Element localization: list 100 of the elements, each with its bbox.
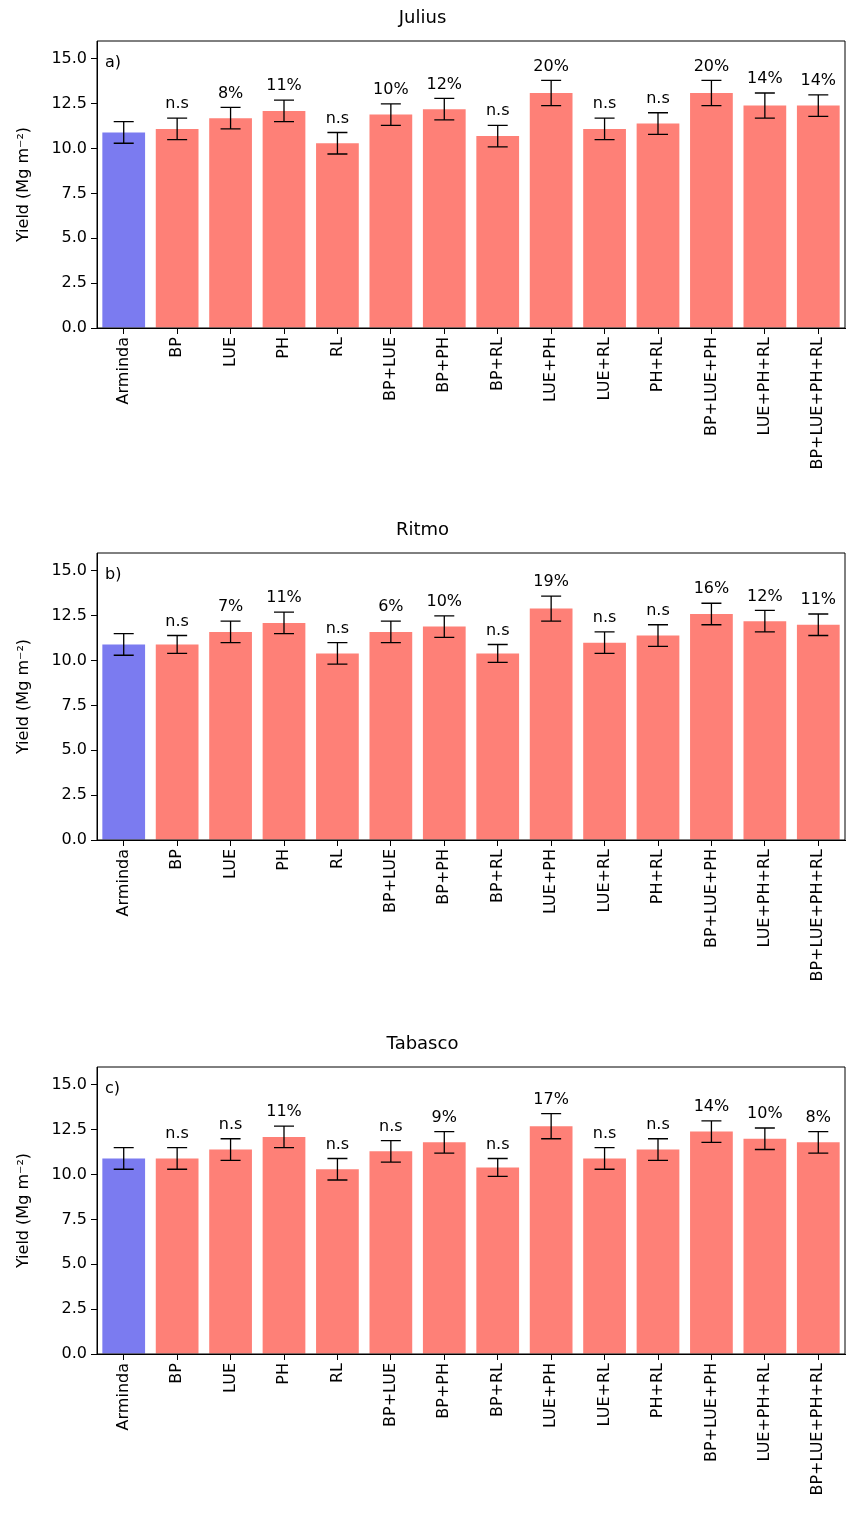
x-tick-label: RL <box>326 336 346 358</box>
bar <box>209 631 252 840</box>
annotation: b) <box>105 564 122 584</box>
y-tick-label: 0.0 <box>61 1343 87 1363</box>
y-tick-label: 5.0 <box>61 227 87 247</box>
annotation: 6% <box>378 596 404 616</box>
x-tick-label: BP+LUE+PH+RL <box>807 336 827 470</box>
annotation: 14% <box>693 1095 730 1115</box>
annotation: 11% <box>266 587 302 607</box>
bar <box>476 1167 520 1354</box>
annotation: n.s <box>165 1122 189 1142</box>
y-tick-label: 0.0 <box>61 317 87 337</box>
bar <box>636 635 680 840</box>
bar <box>316 143 359 328</box>
annotation: 12% <box>426 73 463 93</box>
annotation: n.s <box>485 100 510 120</box>
bar <box>529 608 573 840</box>
x-tick-label: LUE <box>219 849 239 879</box>
y-tick-label: 12.5 <box>51 604 87 624</box>
annotation: 19% <box>533 571 569 591</box>
y-tick-label: 2.5 <box>61 272 87 292</box>
y-tick-label: 10.0 <box>51 649 87 669</box>
x-tick-label: LUE+RL <box>593 336 613 401</box>
bar <box>102 1158 146 1354</box>
annotation: 20% <box>693 55 730 75</box>
x-tick-label: PH+RL <box>647 848 667 905</box>
x-tick-label: BP <box>166 336 186 358</box>
x-tick-label: BP+RL <box>486 848 506 904</box>
annotation: a) <box>105 52 122 72</box>
y-tick-label: 15.0 <box>51 48 87 68</box>
y-tick-label: 7.5 <box>61 694 87 714</box>
bar <box>155 1158 199 1354</box>
bar <box>743 105 787 328</box>
bar <box>690 93 733 328</box>
annotation: n.s <box>592 1122 617 1142</box>
x-tick-label: Arminda <box>112 337 132 405</box>
annotation: n.s <box>646 599 670 619</box>
x-tick-label: BP+LUE+PH+RL <box>807 1362 827 1496</box>
y-tick-label: 5.0 <box>61 739 87 759</box>
x-tick-label: LUE+PH <box>540 337 560 403</box>
annotation: 7% <box>217 596 244 616</box>
annotation: 16% <box>693 578 730 598</box>
bar <box>690 1131 733 1354</box>
annotation: n.s <box>592 607 617 627</box>
x-tick-label: LUE+PH+RL <box>754 1362 774 1462</box>
bar <box>369 114 413 328</box>
bar <box>743 1138 787 1354</box>
annotation: 12% <box>747 585 783 605</box>
x-tick-label: BP+LUE+PH <box>700 337 720 437</box>
y-axis-title: Yield (Mg m⁻²) <box>12 638 32 756</box>
bar <box>209 1149 252 1354</box>
annotation: 10% <box>747 1103 783 1123</box>
annotation: 9% <box>431 1106 457 1126</box>
x-tick-label: BP+LUE+PH <box>700 849 720 949</box>
x-tick-label: PH <box>273 849 293 871</box>
annotation: 10% <box>426 590 463 610</box>
annotation: 11% <box>800 589 837 609</box>
bar <box>102 644 146 840</box>
y-tick-label: 10.0 <box>51 137 87 157</box>
chart-title: Ritmo <box>395 518 450 540</box>
y-tick-label: 0.0 <box>61 829 87 849</box>
x-tick-label: BP <box>166 1362 186 1384</box>
annotation: n.s <box>165 610 189 630</box>
x-tick-label: BP+LUE+PH+RL <box>807 848 827 982</box>
y-axis-title: Yield (Mg m⁻²) <box>12 126 32 244</box>
annotation: c) <box>105 1078 121 1098</box>
bar <box>529 93 573 328</box>
annotation: n.s <box>325 107 350 127</box>
annotation: 10% <box>373 78 409 98</box>
bar <box>583 128 626 328</box>
bar <box>796 624 840 840</box>
x-tick-label: BP+PH <box>433 849 453 905</box>
bar <box>583 1158 626 1354</box>
bar <box>369 1151 413 1354</box>
x-tick-label: BP+LUE <box>380 1363 400 1427</box>
x-tick-label: LUE+RL <box>593 848 613 913</box>
annotation: 11% <box>266 75 302 95</box>
annotation: n.s <box>485 619 510 639</box>
bar <box>262 110 306 328</box>
x-tick-label: Arminda <box>112 849 132 917</box>
x-tick-label: LUE+PH+RL <box>754 848 774 948</box>
bar <box>476 136 520 328</box>
bar <box>743 621 787 840</box>
annotation: n.s <box>325 1133 350 1153</box>
y-tick-label: 7.5 <box>61 1208 87 1228</box>
x-tick-label: LUE+PH+RL <box>754 336 774 436</box>
x-tick-label: BP+PH <box>433 1363 453 1419</box>
x-tick-label: Arminda <box>112 1363 132 1431</box>
x-tick-label: LUE+PH <box>540 1363 560 1429</box>
x-tick-label: BP+PH <box>433 337 453 393</box>
x-tick-label: BP+LUE <box>380 337 400 401</box>
y-tick-label: 5.0 <box>61 1253 87 1273</box>
x-tick-label: LUE <box>219 337 239 367</box>
bar <box>316 653 359 840</box>
x-tick-label: LUE+RL <box>593 1362 613 1427</box>
x-tick-label: PH <box>273 337 293 359</box>
y-tick-label: 15.0 <box>51 1074 87 1094</box>
bar <box>529 1126 573 1354</box>
annotation: n.s <box>646 87 670 107</box>
bar <box>422 626 466 840</box>
